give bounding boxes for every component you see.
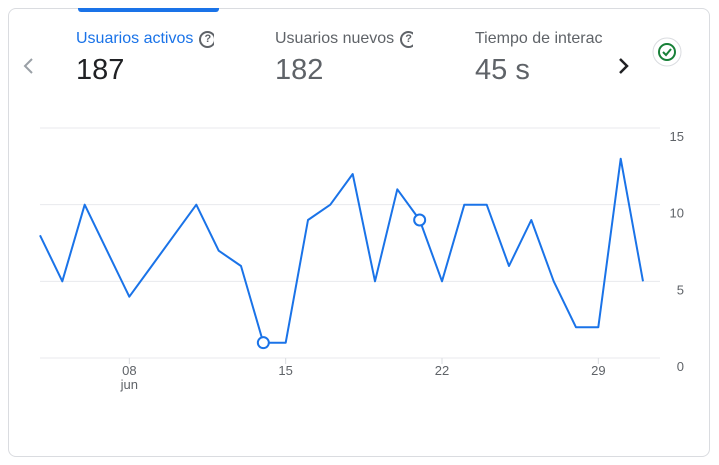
- y-tick-label: 5: [677, 282, 684, 297]
- x-sublabel: jun: [120, 377, 138, 392]
- x-tick-label: 29: [591, 363, 605, 378]
- point-marker: [256, 336, 270, 350]
- y-tick-label: 10: [670, 206, 684, 221]
- tab[interactable]: Usuarios activos? 187: [76, 30, 214, 87]
- help-icon[interactable]: ?: [199, 31, 214, 48]
- tab-label: Usuarios nuevos: [275, 30, 395, 47]
- y-tick-label: 15: [670, 129, 684, 144]
- line: [39, 157, 644, 344]
- y-tick-label: 0: [677, 359, 684, 374]
- help-icon[interactable]: ?: [400, 31, 413, 48]
- tab[interactable]: Usuarios nuevos? 182: [275, 30, 413, 87]
- x-tick-label: 15: [278, 363, 292, 378]
- tab-label: Usuarios activos: [76, 30, 194, 47]
- status-icon: [652, 37, 682, 67]
- tab-label: Tiempo de interacción: [475, 30, 603, 47]
- card: [8, 8, 710, 457]
- tab-value: 45 s: [475, 54, 530, 86]
- point-marker: [413, 213, 427, 227]
- tab-value: 187: [76, 54, 125, 86]
- prev-button[interactable]: [23, 58, 33, 74]
- tab-value: 182: [275, 54, 324, 86]
- selected-indicator: [78, 8, 219, 12]
- tab[interactable]: Tiempo de interacción 45 s: [475, 30, 603, 87]
- x-tick-label: 22: [435, 363, 449, 378]
- x-tick-label: 08: [122, 363, 136, 378]
- next-button[interactable]: [619, 58, 629, 74]
